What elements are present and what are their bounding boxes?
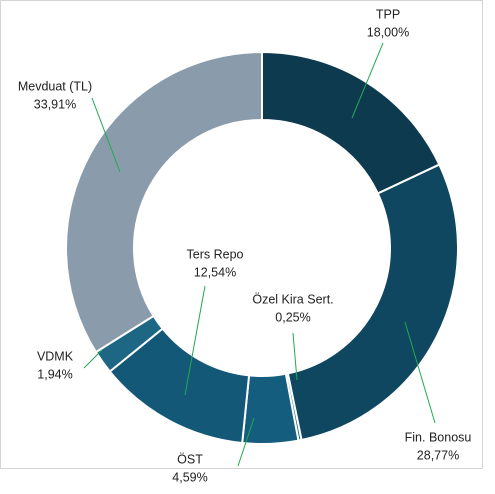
leader-line — [91, 97, 121, 173]
slice-value-label: 33,91% — [34, 97, 76, 111]
slice-label: Özel Kira Sert. — [252, 292, 333, 306]
slice-value-label: 12,54% — [194, 265, 236, 279]
slice-value-label: 4,59% — [172, 470, 207, 484]
donut-slice — [286, 163, 459, 442]
slice-label: TPP — [376, 7, 400, 21]
slice-value-label: 1,94% — [37, 367, 72, 381]
slice-label: Ters Repo — [187, 247, 244, 261]
slice-value-label: 28,77% — [417, 448, 459, 462]
slice-label: ÖST — [177, 452, 203, 466]
slice-label: Mevduat (TL) — [18, 79, 92, 93]
slice-label: Fin. Bonosu — [405, 430, 472, 444]
leader-line — [237, 417, 255, 467]
slice-value-label: 18,00% — [367, 25, 409, 39]
slice-value-label: 0,25% — [275, 310, 310, 324]
leader-line — [184, 285, 206, 396]
slice-label: VDMK — [37, 349, 74, 363]
leader-line — [83, 349, 103, 369]
donut-slice — [65, 50, 263, 354]
leader-line — [292, 332, 298, 381]
leader-line — [351, 42, 384, 119]
leader-line — [404, 321, 436, 424]
